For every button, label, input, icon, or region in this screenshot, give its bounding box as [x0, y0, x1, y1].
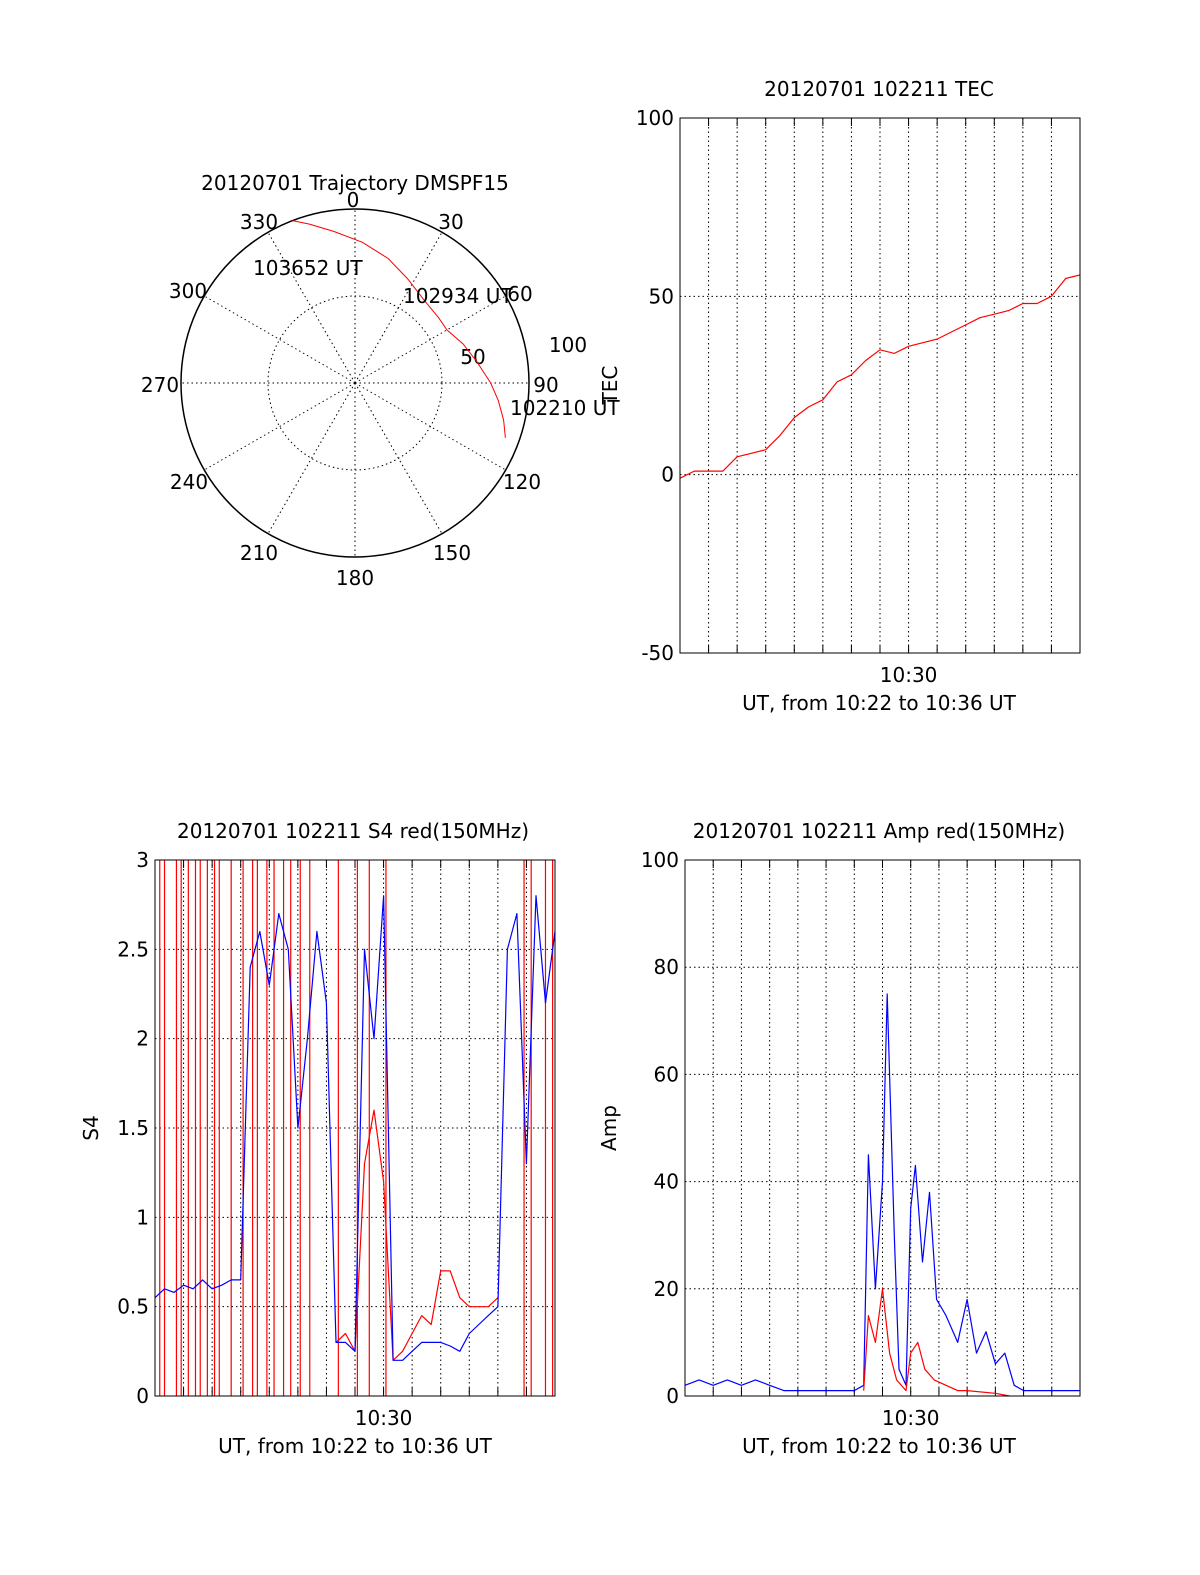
s4-y-ticks: 0 0.5 1 1.5 2 2.5 3 — [117, 848, 149, 1408]
tec-y-label: TEC — [598, 366, 622, 406]
amp-x-ticks: 10:30 — [882, 1406, 940, 1430]
amp-x-label: UT, from 10:22 to 10:36 UT — [742, 1434, 1017, 1458]
s4-chart: 20120701 102211 S4 red(150MHz) 0 0.5 1 1.5 2… — [79, 819, 556, 1458]
amp-y-label: Amp — [597, 1105, 621, 1151]
tec-y-ticks: -50 0 50 100 — [636, 106, 674, 665]
polar-angle-labels: 0 30 60 90 120 150 180 210 240 270 300 330 — [141, 188, 559, 590]
trajectory-annotation: 102210 UT — [510, 396, 620, 420]
polar-spoke — [204, 382, 356, 471]
y-tick-label: 1 — [136, 1205, 149, 1229]
y-tick-label: 1.5 — [117, 1116, 149, 1140]
polar-angle-label-270: 270 — [141, 373, 179, 397]
s4-x-ticks: 10:30 — [355, 1406, 413, 1430]
series-line-red — [335, 1109, 499, 1361]
y-tick-label: 2 — [136, 1027, 149, 1051]
series-line-red — [863, 1288, 1010, 1397]
amp-title: 20120701 102211 Amp red(150MHz) — [693, 819, 1065, 843]
x-tick-label: 10:30 — [882, 1406, 940, 1430]
y-tick-label: 50 — [649, 284, 674, 308]
polar-angle-label-90: 90 — [533, 373, 558, 397]
tec-x-ticks: 10:30 — [880, 663, 938, 687]
polar-ring-50 — [267, 295, 443, 471]
y-tick-label: 100 — [636, 106, 674, 130]
polar-spoke — [267, 382, 356, 534]
series-line-blue — [684, 993, 1080, 1392]
polar-angle-label-210: 210 — [240, 541, 278, 565]
amp-grid — [685, 860, 1080, 1396]
tec-title: 20120701 102211 TEC — [764, 77, 994, 101]
y-tick-label: 100 — [641, 848, 679, 872]
amp-series — [684, 993, 1080, 1397]
y-tick-label: 0 — [661, 463, 674, 487]
polar-grid — [181, 209, 529, 557]
s4-y-label: S4 — [79, 1115, 103, 1140]
x-tick-label: 10:30 — [355, 1406, 413, 1430]
y-tick-label: 0.5 — [117, 1295, 149, 1319]
amp-chart: 20120701 102211 Amp red(150MHz) 0 20 40 60 8… — [597, 819, 1081, 1458]
polar-angle-label-240: 240 — [170, 470, 208, 494]
tec-series — [679, 274, 1081, 479]
series-line-red — [679, 274, 1081, 479]
polar-radial-label-100: 100 — [549, 333, 587, 357]
trajectory-annotation: 102934 UT — [403, 284, 513, 308]
y-tick-label: 20 — [654, 1277, 679, 1301]
tec-grid — [680, 118, 1080, 653]
x-tick-label: 10:30 — [880, 663, 938, 687]
y-tick-label: -50 — [641, 641, 674, 665]
amp-frame — [684, 859, 1081, 1397]
tec-frame — [679, 117, 1081, 654]
s4-frame — [154, 859, 556, 1397]
polar-angle-label-300: 300 — [169, 279, 207, 303]
tec-x-label: UT, from 10:22 to 10:36 UT — [742, 691, 1017, 715]
polar-spoke — [267, 232, 356, 384]
polar-outer-circle — [180, 208, 530, 558]
y-tick-label: 80 — [654, 955, 679, 979]
y-tick-label: 2.5 — [117, 937, 149, 961]
polar-angle-label-180: 180 — [336, 566, 374, 590]
y-tick-label: 40 — [654, 1170, 679, 1194]
y-tick-label: 60 — [654, 1062, 679, 1086]
s4-title: 20120701 102211 S4 red(150MHz) — [177, 819, 529, 843]
polar-angle-label-0: 0 — [347, 188, 360, 212]
trajectory-line — [292, 220, 506, 438]
polar-angle-label-60: 60 — [507, 282, 532, 306]
s4-x-label: UT, from 10:22 to 10:36 UT — [218, 1434, 493, 1458]
s4-series — [154, 860, 556, 1396]
trajectory-annotation: 103652 UT — [253, 256, 363, 280]
polar-angle-label-330: 330 — [240, 210, 278, 234]
polar-spoke — [204, 295, 356, 384]
y-tick-label: 0 — [666, 1384, 679, 1408]
series-line-blue — [154, 895, 556, 1361]
polar-angle-label-150: 150 — [433, 541, 471, 565]
trajectory-annotations: 103652 UT 102934 UT 102210 UT — [253, 256, 620, 420]
y-tick-label: 3 — [136, 848, 149, 872]
y-tick-label: 0 — [136, 1384, 149, 1408]
polar-angle-label-30: 30 — [438, 210, 463, 234]
polar-angle-label-120: 120 — [503, 470, 541, 494]
amp-y-ticks: 0 20 40 60 80 100 — [641, 848, 679, 1408]
polar-title: 20120701 Trajectory DMSPF15 — [201, 171, 509, 195]
polar-trajectory-chart: 20120701 Trajectory DMSPF15 0 30 60 90 120 15… — [141, 171, 620, 590]
